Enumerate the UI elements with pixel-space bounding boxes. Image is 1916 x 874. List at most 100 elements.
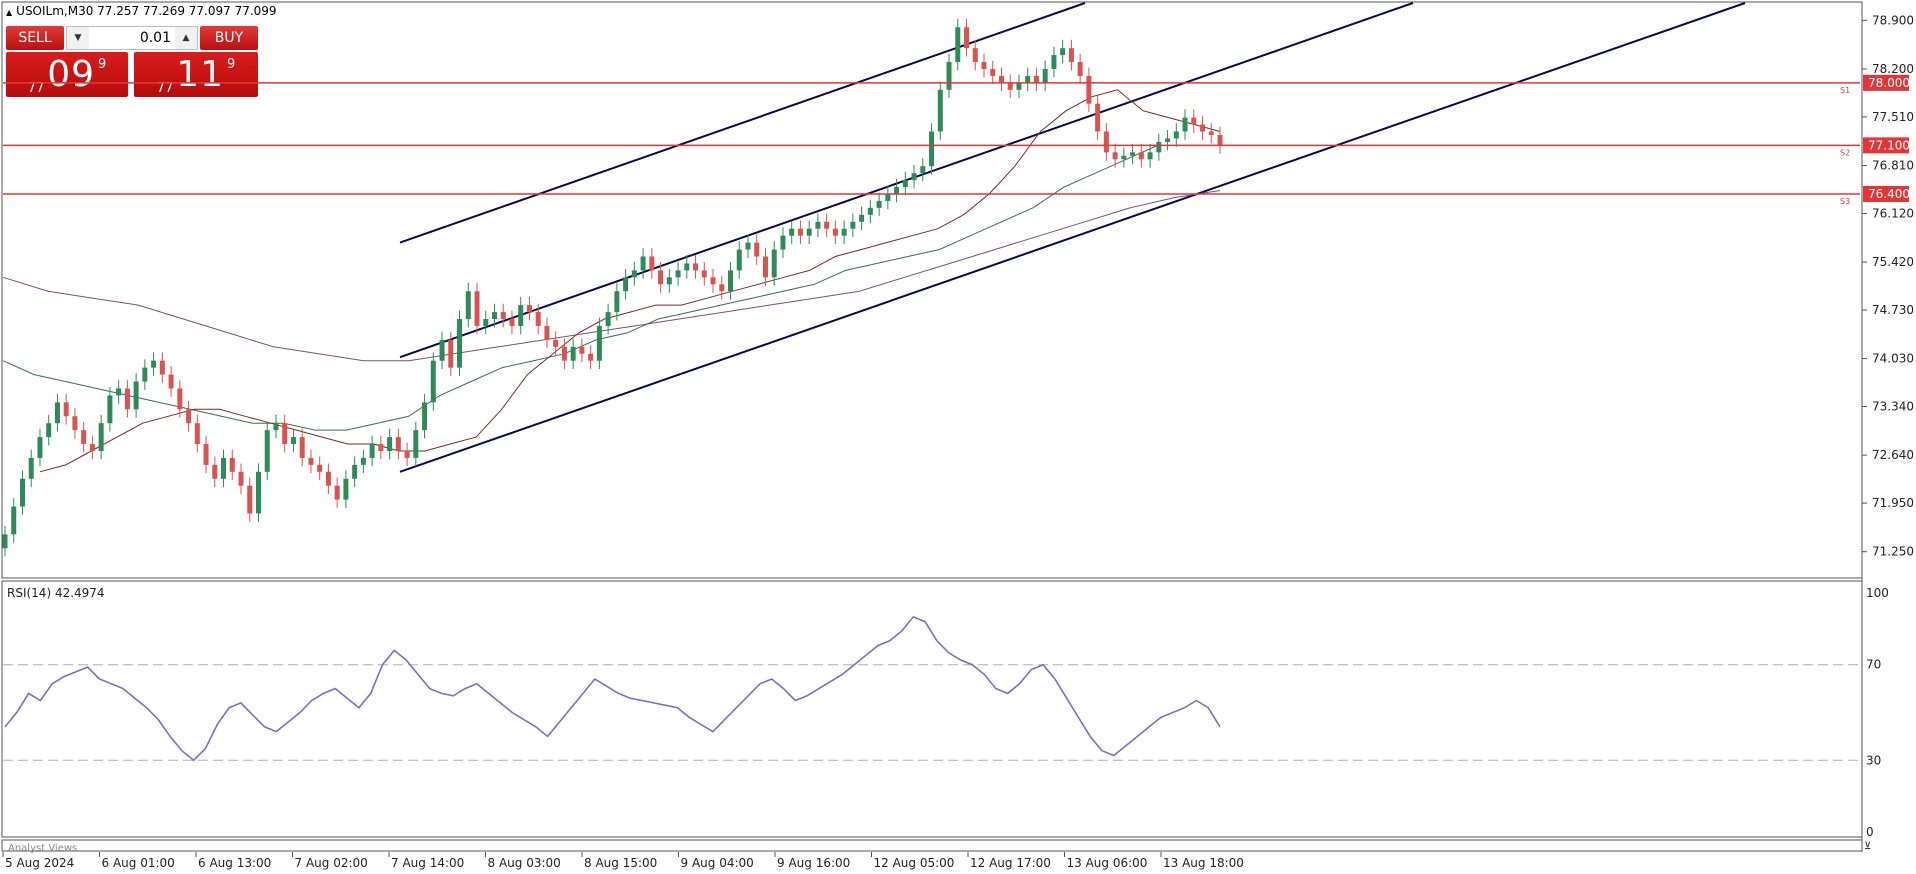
- candle-body: [474, 291, 480, 326]
- candle-body: [771, 249, 777, 278]
- candle-body: [308, 457, 314, 465]
- candle-body: [920, 166, 926, 174]
- time-tick-label: 12 Aug 05:00: [874, 856, 955, 870]
- candle-body: [1156, 141, 1162, 153]
- candle-body: [684, 263, 690, 271]
- time-tick-label: 6 Aug 13:00: [198, 856, 271, 870]
- rsi-tick-label: 0: [1866, 825, 1874, 839]
- candle-body: [614, 291, 620, 313]
- price-tick-label: 71.250: [1872, 545, 1914, 559]
- candle-body: [422, 402, 428, 431]
- candle-body: [1051, 55, 1057, 69]
- price-tick-label: 76.810: [1872, 159, 1914, 173]
- panel-arrow-icon[interactable]: ⊻: [1864, 841, 1871, 852]
- candle-body: [964, 27, 970, 49]
- candle-body: [553, 339, 559, 347]
- candle-body: [264, 430, 270, 472]
- channel-lines[interactable]: [399, 2, 1746, 473]
- candle-body: [448, 339, 454, 368]
- candle-body: [841, 228, 847, 236]
- triangle-up-icon[interactable]: ▲: [6, 8, 13, 17]
- candle-body: [850, 221, 856, 229]
- candle-body: [518, 305, 524, 326]
- level-price-label: 77.100: [1868, 138, 1910, 152]
- price-tick-label: 76.120: [1872, 206, 1914, 220]
- buy-price[interactable]: 7711 9: [134, 52, 258, 97]
- candle-body: [11, 506, 17, 535]
- analyst-panel-frame: [1, 839, 1863, 852]
- candle-body: [229, 457, 235, 472]
- lot-size-input[interactable]: [89, 27, 175, 49]
- candle-body: [159, 360, 165, 375]
- candle-body: [561, 346, 567, 361]
- candle-body: [1191, 117, 1197, 125]
- chevron-up-icon[interactable]: ▲: [175, 27, 197, 49]
- candle-body: [19, 478, 25, 507]
- sell-price[interactable]: 7709 9: [6, 52, 128, 97]
- buy-button[interactable]: BUY: [200, 26, 258, 50]
- candle-body: [491, 312, 497, 320]
- candle-body: [640, 256, 646, 271]
- candle-body: [186, 409, 192, 424]
- level-price-label: 78.000: [1868, 76, 1910, 90]
- level-tag: S1: [1840, 86, 1850, 95]
- buy-price-sup: 9: [227, 57, 236, 72]
- sell-button[interactable]: SELL: [6, 26, 64, 50]
- price-tick-label: 75.420: [1872, 255, 1914, 269]
- candle-body: [116, 388, 122, 396]
- horizontal-levels[interactable]: 78.000 S1 77.100 S2 76.400 S3: [3, 74, 1910, 206]
- candle-body: [544, 325, 550, 340]
- candle-body: [806, 228, 812, 236]
- level-tag: S3: [1840, 197, 1850, 206]
- candle-body: [360, 457, 366, 465]
- candle-body: [483, 319, 489, 326]
- candle-body: [990, 68, 996, 76]
- candle-body: [465, 291, 471, 320]
- candle-body: [894, 187, 900, 194]
- moving-averages: [2, 89, 1221, 473]
- candle-body: [929, 131, 935, 167]
- candle-body: [570, 346, 576, 361]
- candle-body: [719, 284, 725, 292]
- candle-body: [46, 423, 52, 438]
- candle-body: [1060, 48, 1066, 56]
- time-tick-label: 9 Aug 04:00: [681, 856, 754, 870]
- candle-body: [1095, 103, 1101, 132]
- price-tick-label: 74.030: [1872, 352, 1914, 366]
- candle-body: [54, 402, 60, 424]
- time-tick-label: 6 Aug 01:00: [102, 856, 175, 870]
- level-tag: S2: [1840, 148, 1850, 157]
- lot-size-field: ▼ ▲: [66, 26, 198, 50]
- candle-body: [1165, 138, 1171, 142]
- candle-body: [728, 270, 734, 292]
- candle-body: [754, 242, 760, 257]
- candle-body: [151, 360, 157, 368]
- rsi-title: RSI(14) 42.4974: [7, 586, 105, 600]
- candle-body: [273, 423, 279, 431]
- price-tick-label: 74.730: [1872, 303, 1914, 317]
- rsi-panel-frame: [1, 580, 1863, 838]
- candle-body: [98, 423, 104, 451]
- candle-body: [2, 534, 8, 549]
- candle-body: [1112, 152, 1118, 160]
- rsi-tick-label: 70: [1866, 658, 1881, 672]
- candle-body: [168, 374, 174, 389]
- candle-body: [911, 173, 917, 181]
- candle-body: [439, 339, 445, 361]
- candle-body: [710, 277, 716, 285]
- level-price-badge: [1863, 137, 1909, 154]
- candle-body: [867, 207, 873, 215]
- rsi-indicator: 100 70 30 0: [3, 586, 1889, 839]
- time-tick-label: 7 Aug 02:00: [295, 856, 368, 870]
- candle-body: [290, 437, 296, 445]
- candle-body: [1033, 75, 1039, 83]
- time-tick-label: 12 Aug 17:00: [970, 856, 1051, 870]
- candle-body: [378, 444, 384, 451]
- chevron-down-icon[interactable]: ▼: [67, 27, 89, 49]
- time-tick-label: 8 Aug 03:00: [488, 856, 561, 870]
- sell-price-prefix: 77: [27, 81, 45, 96]
- candle-body: [212, 464, 218, 479]
- candle-body: [317, 464, 323, 472]
- candle-body: [299, 437, 305, 458]
